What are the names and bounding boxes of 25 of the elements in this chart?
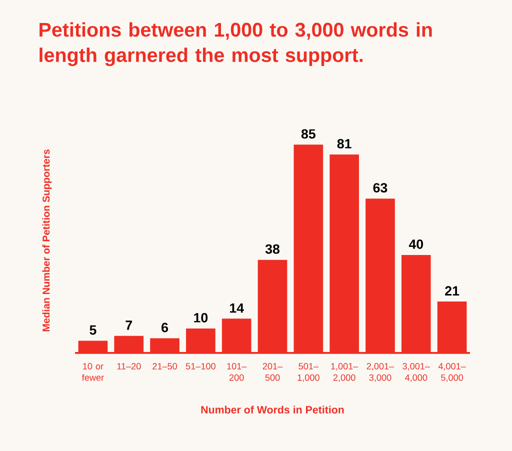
data-label: 7: [126, 320, 132, 330]
data-label: 21: [445, 286, 460, 296]
x-tick-label: 201–500: [262, 363, 283, 381]
x-axis-title: Number of Words in Petition: [201, 406, 344, 414]
x-tick-label: 11–20: [117, 363, 141, 370]
x-tick-label: 2,001–3,000: [366, 363, 394, 382]
data-label: 81: [337, 138, 352, 148]
data-label: 10: [194, 313, 208, 322]
data-label: 85: [301, 129, 316, 139]
data-label: 5: [90, 325, 96, 335]
x-tick-label: 101–200: [227, 363, 247, 381]
data-label: 63: [373, 183, 388, 193]
x-tick-label: 4,001–5,000: [438, 363, 466, 382]
data-label: 40: [408, 239, 424, 249]
data-label: 6: [162, 322, 168, 332]
x-tick-label: 10 or fewer: [82, 363, 104, 381]
y-axis-title: Median Number of Petition Supporters: [42, 150, 52, 332]
x-tick-label: 51–100: [186, 363, 216, 370]
data-label: 38: [265, 244, 280, 254]
data-label: 14: [230, 303, 244, 313]
chart-title: Petitions between 1,000 to 3,000 words in length garnered the most support.: [40, 22, 432, 66]
x-tick-label: 501–1,000: [298, 363, 320, 382]
x-tick-label: 3,001–4,000: [402, 363, 430, 382]
x-tick-label: 1,001–2,000: [331, 363, 358, 382]
x-tick-label: 21–50: [152, 363, 178, 370]
